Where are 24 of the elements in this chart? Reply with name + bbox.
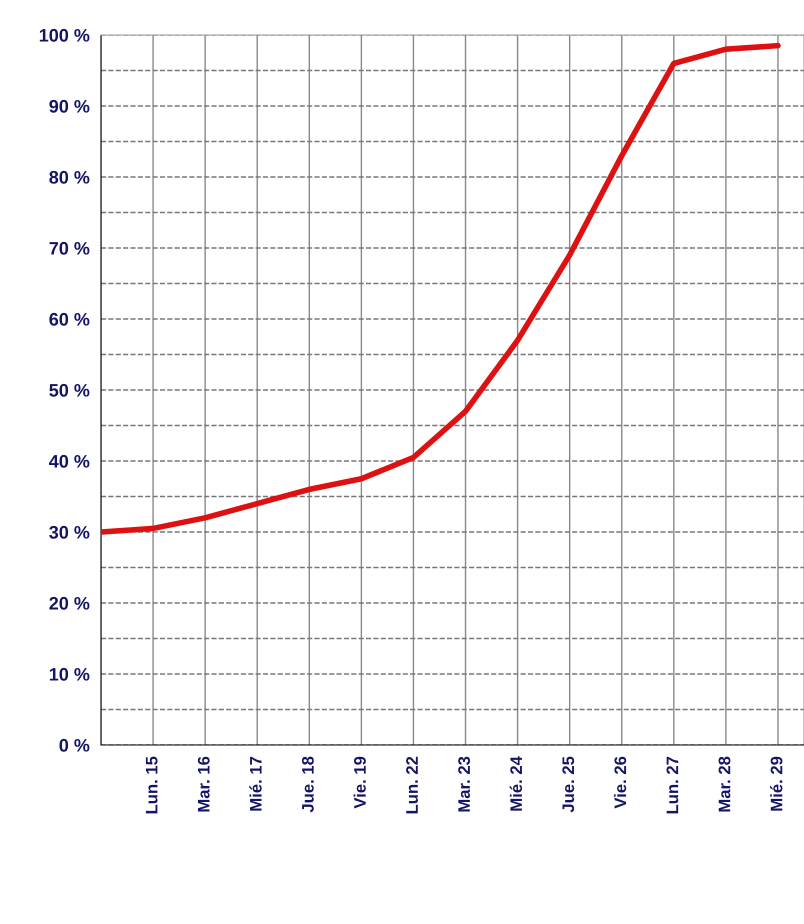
x-tick-label: Mié. 24 <box>510 756 522 811</box>
y-tick-label: 60 % <box>49 312 90 326</box>
y-tick-label: 90 % <box>49 100 90 113</box>
x-tick-label: Vie. 26 <box>614 756 626 809</box>
x-tick-label: Mar. 23 <box>458 756 470 812</box>
y-tick-label: 10 % <box>50 668 90 681</box>
x-tick-label: Mar. 28 <box>718 756 730 812</box>
y-tick-label: 80 % <box>49 170 90 184</box>
y-tick-label: 20 % <box>49 596 90 610</box>
y-tick-label: 70 % <box>50 242 90 255</box>
x-tick-label: Mar. 16 <box>198 756 210 812</box>
y-tick-label: 100 % <box>40 28 90 42</box>
y-tick-label: 0 % <box>59 738 90 752</box>
x-tick-label: Jue. 25 <box>562 756 574 812</box>
y-tick-label: 50 % <box>49 384 90 397</box>
y-tick-label: 30 % <box>49 526 90 539</box>
x-tick-label: Mié. 17 <box>249 756 262 811</box>
x-tick-label: Lun. 15 <box>146 756 158 814</box>
x-tick-label: Lun. 22 <box>406 756 418 814</box>
y-tick-label: 40 % <box>49 454 90 468</box>
x-tick-label: Mié. 29 <box>770 756 782 811</box>
x-tick-label: Jue. 18 <box>302 756 314 812</box>
x-tick-label: Vie. 19 <box>354 756 366 809</box>
x-tick-label: Lun. 27 <box>666 756 678 814</box>
